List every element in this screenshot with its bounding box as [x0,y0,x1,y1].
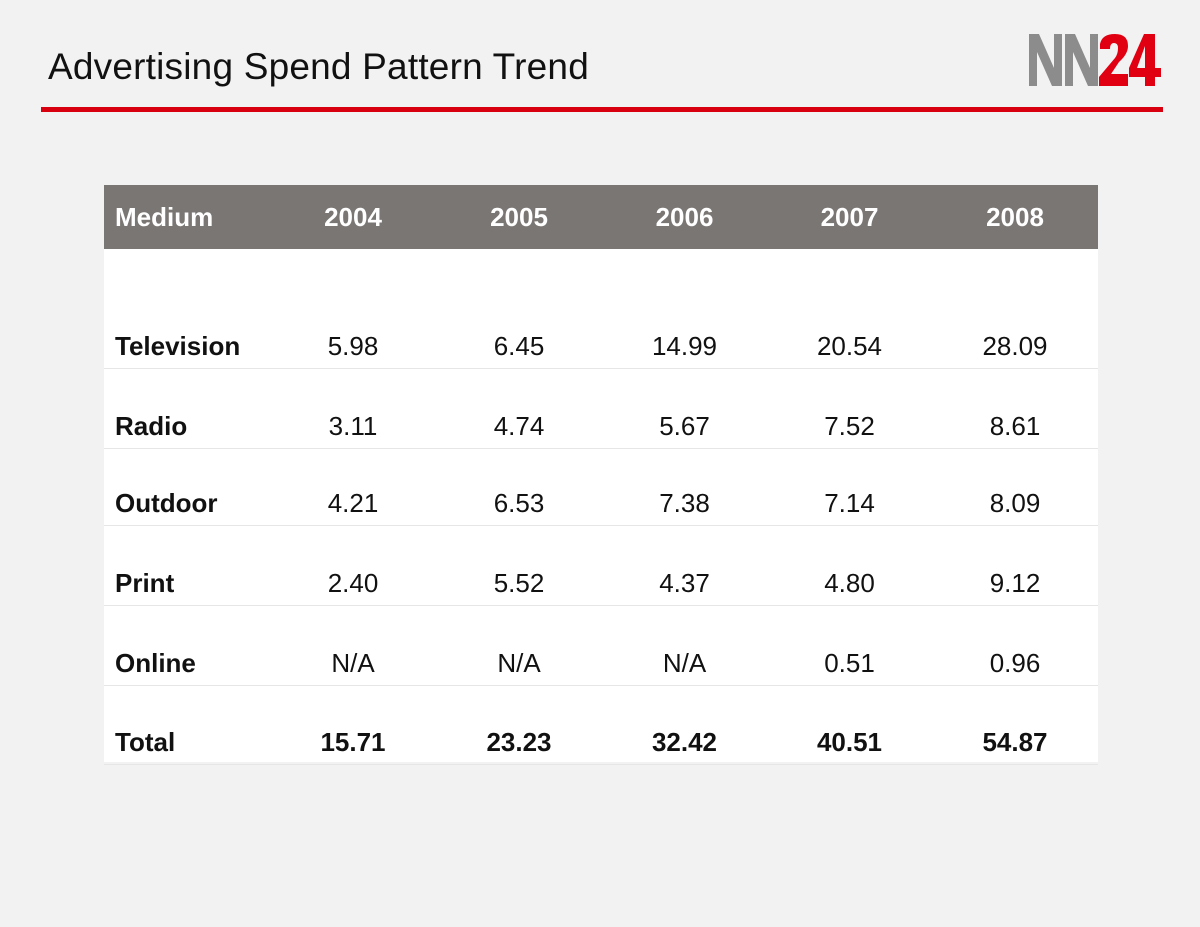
table-cell: 8.61 [932,368,1098,449]
table-total-row: Total 15.71 23.23 32.42 40.51 54.87 [104,685,1098,765]
table-cell: 4.74 [436,368,602,449]
column-header: 2007 [767,185,932,249]
table-cell: 5.67 [602,368,767,449]
column-header: 2005 [436,185,602,249]
table-cell: 8.09 [932,448,1098,526]
table-cell: N/A [602,605,767,686]
table-cell: 14.99 [602,249,767,369]
table-row: Print 2.40 5.52 4.37 4.80 9.12 [104,525,1098,606]
table-cell: 0.96 [932,605,1098,686]
spend-table: Medium 2004 2005 2006 2007 2008 Televisi… [104,185,1098,765]
header-divider [41,107,1163,112]
table-cell: 9.12 [932,525,1098,606]
table-cell: 4.37 [602,525,767,606]
table-row: Radio 3.11 4.74 5.67 7.52 8.61 [104,368,1098,449]
table-cell: 7.52 [767,368,932,449]
table-cell: 23.23 [436,685,602,765]
table-cell: 5.52 [436,525,602,606]
table-cell: 4.21 [270,448,436,526]
table-cell: 32.42 [602,685,767,765]
table-header-row: Medium 2004 2005 2006 2007 2008 [104,185,1098,249]
table-cell: 54.87 [932,685,1098,765]
table-cell: 15.71 [270,685,436,765]
table-row: Television 5.98 6.45 14.99 20.54 28.09 [104,249,1098,369]
table-row: Outdoor 4.21 6.53 7.38 7.14 8.09 [104,448,1098,526]
spend-table-container: Medium 2004 2005 2006 2007 2008 Televisi… [104,185,1098,765]
row-label: Print [104,525,270,606]
table-cell: 7.14 [767,448,932,526]
table-cell: 3.11 [270,368,436,449]
table-row: Online N/A N/A N/A 0.51 0.96 [104,605,1098,686]
table-cell: 6.53 [436,448,602,526]
column-header: 2008 [932,185,1098,249]
row-label: Outdoor [104,448,270,526]
row-label: Online [104,605,270,686]
table-cell: 2.40 [270,525,436,606]
table-cell: 0.51 [767,605,932,686]
table-cell: 20.54 [767,249,932,369]
table-cell: 28.09 [932,249,1098,369]
column-header: 2006 [602,185,767,249]
row-label: Total [104,685,270,765]
table-cell: 7.38 [602,448,767,526]
table-cell: N/A [270,605,436,686]
table-cell: 6.45 [436,249,602,369]
column-header: 2004 [270,185,436,249]
column-header: Medium [104,185,270,249]
page-title: Advertising Spend Pattern Trend [48,46,589,87]
row-label: Television [104,249,270,369]
table-cell: 5.98 [270,249,436,369]
table-cell: 40.51 [767,685,932,765]
table-cell: N/A [436,605,602,686]
table-cell: 4.80 [767,525,932,606]
nn24-logo [1029,34,1161,86]
row-label: Radio [104,368,270,449]
